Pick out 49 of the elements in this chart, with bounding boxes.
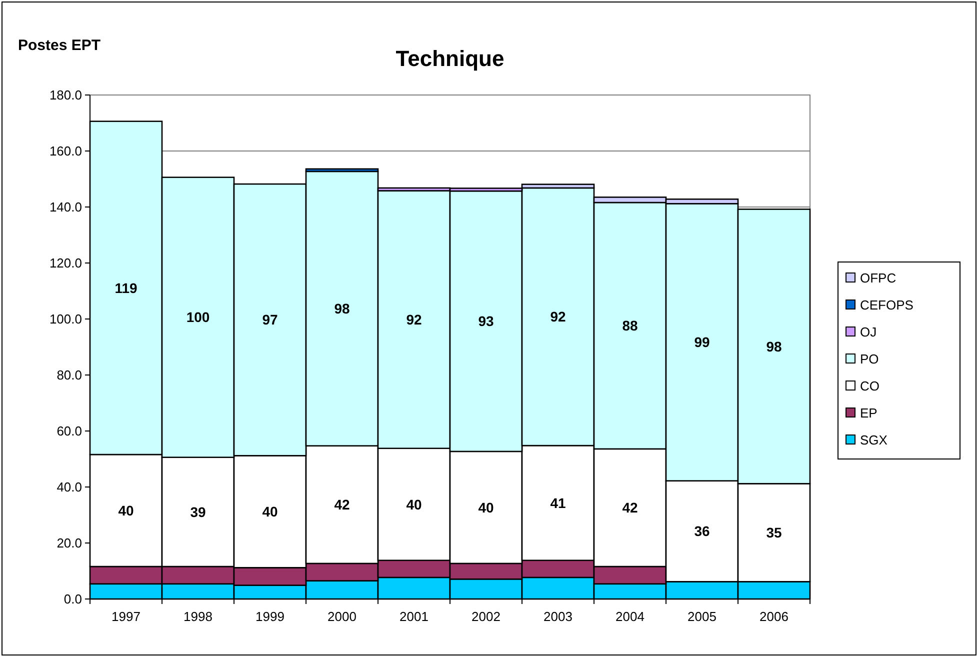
y-tick-label: 40.0 [56, 480, 82, 495]
x-tick-label: 2006 [760, 609, 788, 624]
legend-label: CEFOPS [860, 298, 914, 313]
x-tick-label: 2004 [616, 609, 644, 624]
data-label: 92 [550, 308, 566, 325]
x-tick-label: 2005 [688, 609, 716, 624]
data-label: 88 [622, 318, 638, 334]
legend-label: OFPC [860, 270, 896, 286]
x-tick-label: 2001 [400, 609, 428, 624]
data-label: 35 [766, 524, 782, 541]
data-label: 99 [694, 334, 710, 350]
y-tick-label: 160.0 [49, 144, 82, 159]
x-tick-label: 1999 [256, 609, 284, 624]
data-label: 36 [694, 523, 710, 540]
legend-label: EP [860, 406, 878, 421]
data-label: 40 [118, 502, 134, 518]
data-label: 39 [190, 504, 206, 520]
x-tick-label: 2002 [472, 609, 500, 624]
legend-label: CO [860, 378, 880, 394]
y-tick-label: 140.0 [49, 200, 82, 215]
y-tick-label: 60.0 [56, 424, 82, 439]
data-label: 42 [622, 500, 638, 516]
data-label: 119 [114, 280, 138, 296]
y-tick-label: 80.0 [56, 368, 82, 383]
x-tick-label: 1998 [184, 609, 212, 624]
data-label: 42 [334, 496, 350, 513]
legend-label: SGX [860, 432, 888, 448]
data-label: 40 [262, 504, 278, 520]
y-tick-label: 0.0 [64, 592, 82, 607]
y-tick-label: 180.0 [49, 88, 82, 103]
y-tick-label: 100.0 [49, 312, 82, 327]
data-label: 40 [478, 499, 494, 516]
x-tick-label: 2000 [328, 609, 356, 624]
y-axis-title: Postes EPT [18, 37, 101, 54]
legend-label: PO [860, 352, 879, 367]
x-tick-label: 1997 [112, 609, 140, 624]
chart-title: Technique [396, 46, 504, 71]
data-label: 92 [406, 311, 422, 328]
data-label: 98 [334, 300, 350, 317]
data-label: 40 [406, 496, 422, 512]
data-label: 98 [766, 338, 782, 354]
legend-label: OJ [860, 324, 877, 340]
x-tick-label: 2003 [544, 609, 572, 624]
y-tick-label: 120.0 [49, 256, 82, 271]
data-label: 41 [550, 494, 566, 511]
data-label: 97 [262, 312, 278, 328]
y-tick-label: 20.0 [56, 536, 82, 551]
data-label: 93 [478, 313, 494, 330]
data-label: 100 [186, 309, 210, 326]
